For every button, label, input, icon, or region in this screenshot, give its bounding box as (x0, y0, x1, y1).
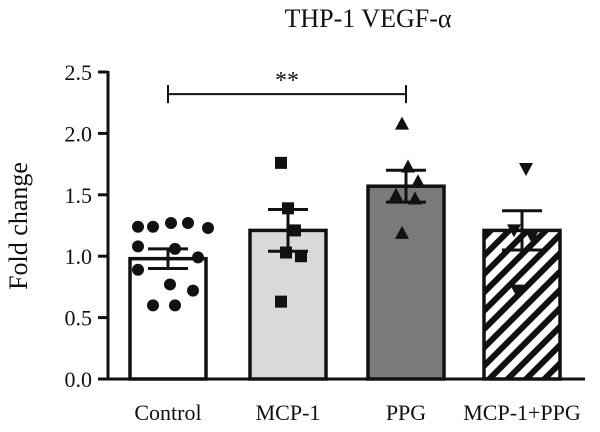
data-point (389, 187, 403, 201)
data-points (132, 116, 539, 312)
significance-label: ** (275, 68, 299, 94)
error-bars (148, 168, 542, 270)
data-point (165, 217, 177, 230)
bar-mcp-1-ppg (482, 228, 562, 381)
data-point (192, 251, 204, 264)
data-point (525, 230, 539, 244)
data-point (147, 299, 159, 312)
data-point (132, 263, 144, 276)
data-point (187, 284, 199, 297)
y-tick-label: 0.0 (65, 367, 93, 392)
data-point (295, 250, 307, 263)
data-point (132, 240, 144, 253)
data-point (169, 299, 181, 312)
data-point (275, 156, 287, 169)
x-category-label: MCP-1 (256, 400, 321, 425)
y-tick-label: 2.0 (65, 121, 93, 146)
data-point (411, 174, 425, 188)
data-point (395, 116, 409, 130)
y-tick-label: 0.5 (65, 306, 93, 331)
data-point (519, 163, 533, 177)
bar-control (128, 256, 208, 381)
data-point (275, 295, 287, 308)
data-point (510, 284, 524, 298)
data-point (202, 221, 214, 234)
data-point (147, 220, 159, 233)
bar-ppg (366, 184, 446, 381)
y-tick-label: 2.5 (65, 60, 93, 85)
data-point (164, 278, 176, 291)
data-point (182, 217, 194, 230)
y-tick-label: 1.5 (65, 183, 93, 208)
y-tick-label: 1.0 (65, 244, 93, 269)
chart-title: THP-1 VEGF-α (285, 4, 452, 33)
x-category-label: PPG (386, 400, 426, 425)
x-axis-labels: Control MCP-1 PPG MCP-1+PPG (134, 400, 581, 425)
data-point (395, 225, 409, 239)
significance-bracket: ** (167, 68, 407, 104)
x-category-label: Control (134, 400, 201, 425)
data-point (132, 220, 144, 233)
x-category-label: MCP-1+PPG (463, 400, 581, 425)
y-axis-ticks: 0.0 0.5 1.0 1.5 2.0 2.5 (65, 60, 108, 392)
bars (128, 184, 562, 381)
y-axis-label: Fold change (4, 162, 33, 290)
